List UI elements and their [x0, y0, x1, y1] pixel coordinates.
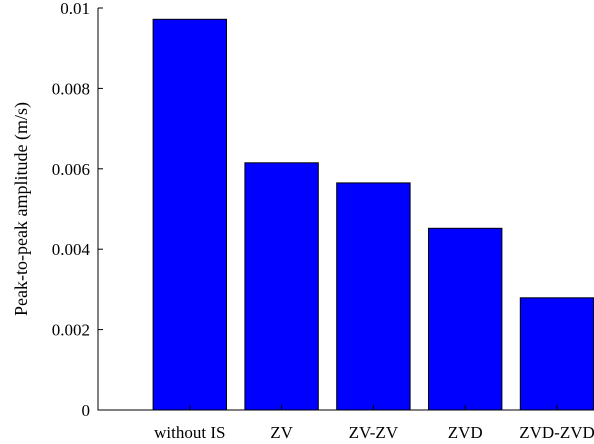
- x-tick-label: ZV-ZV: [349, 423, 399, 442]
- bar-zv: [244, 162, 319, 411]
- x-tick-label: ZVD-ZVD: [519, 423, 594, 442]
- bar-without-is: [152, 18, 228, 411]
- bar-zvd-zvd: [519, 297, 594, 411]
- y-tick-label: 0.008: [52, 79, 90, 98]
- x-tick-label: ZV: [270, 423, 293, 442]
- y-tick-label: 0.006: [52, 160, 90, 179]
- y-tick-label: 0.01: [60, 0, 90, 18]
- x-tick-label: ZVD: [448, 423, 483, 442]
- y-tick-label: 0.004: [52, 240, 91, 259]
- y-ticks-group: 0 0.002 0.004 0.006 0.008 0.01: [52, 0, 103, 420]
- x-ticks-group: without IS ZV ZV-ZV ZVD ZVD-ZVD: [154, 405, 594, 442]
- bar-zvd: [428, 227, 503, 411]
- bars-group: [152, 18, 594, 411]
- y-tick-label: 0: [82, 401, 91, 420]
- x-tick-label: without IS: [154, 423, 225, 442]
- bar-zv-zv: [336, 182, 411, 411]
- axes-frame: [97, 8, 580, 411]
- y-tick-label: 0.002: [52, 321, 90, 340]
- y-axis-label: Peak-to-peak amplitude (m/s): [11, 102, 32, 316]
